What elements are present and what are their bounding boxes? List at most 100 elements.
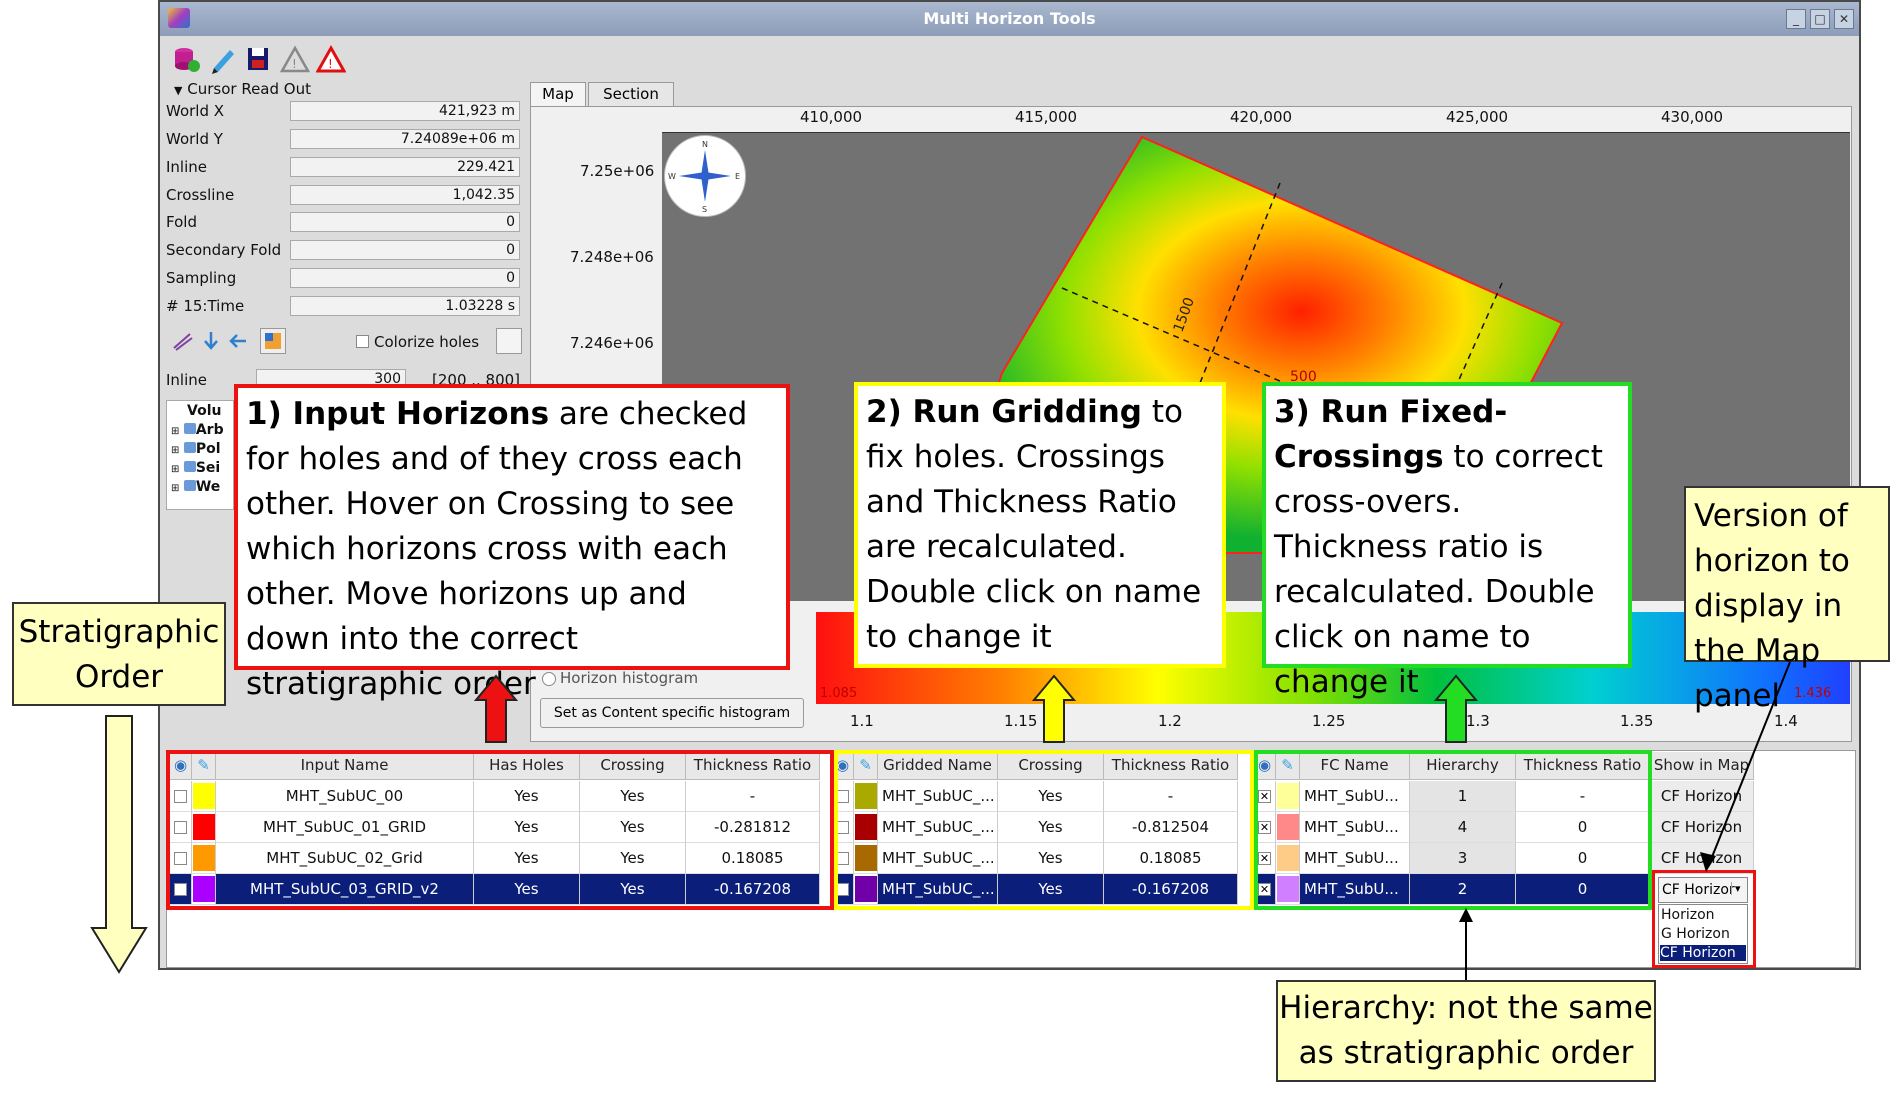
eye-header[interactable]: ◉	[170, 752, 192, 780]
fc-name-cell[interactable]: MHT_SubU...	[1300, 781, 1410, 812]
color-swatch[interactable]	[193, 876, 215, 902]
input-name-cell[interactable]: MHT_SubUC_00	[216, 781, 474, 812]
visibility-checkbox[interactable]	[174, 883, 187, 896]
cursor-readout-header[interactable]: ▼ Cursor Read Out	[174, 80, 311, 98]
hierarchy-cell[interactable]: 2	[1410, 874, 1516, 905]
hierarchy-header[interactable]: Hierarchy	[1410, 752, 1516, 780]
readout-label: World Y	[166, 130, 223, 148]
readout-label: Crossline	[166, 186, 235, 204]
input-name-cell[interactable]: MHT_SubUC_03_GRID_v2	[216, 874, 474, 905]
fc-name-header[interactable]: FC Name	[1300, 752, 1410, 780]
crossing-header[interactable]: Crossing	[998, 752, 1104, 780]
warning-red-icon[interactable]: !	[315, 44, 347, 74]
thickness-ratio-header[interactable]: Thickness Ratio	[1516, 752, 1650, 780]
crossing-cell[interactable]: Yes	[580, 874, 686, 905]
save-icon[interactable]	[244, 44, 274, 74]
visibility-checkbox[interactable]	[174, 821, 187, 834]
color-swatch[interactable]	[855, 876, 877, 902]
show-in-map-header[interactable]: Show in Map	[1650, 752, 1754, 780]
color-swatch[interactable]	[855, 783, 877, 809]
grid-fill-icon[interactable]	[260, 328, 286, 354]
thickness-ratio-header[interactable]: Thickness Ratio	[686, 752, 820, 780]
input-name-cell[interactable]: MHT_SubUC_01_GRID	[216, 812, 474, 843]
gridded-name-cell[interactable]: MHT_SubUC_...	[878, 874, 998, 905]
gridded-name-cell[interactable]: MHT_SubUC_...	[878, 812, 998, 843]
color-swatch[interactable]	[1277, 845, 1299, 871]
color-swatch[interactable]	[193, 783, 215, 809]
arrow-down-icon[interactable]	[200, 330, 222, 352]
visibility-checkbox[interactable]: ✕	[1258, 790, 1271, 803]
draw-line-icon[interactable]	[172, 330, 194, 352]
tree-item-label: We	[195, 479, 221, 495]
crossing-cell[interactable]: Yes	[580, 812, 686, 843]
color-swatch[interactable]	[855, 845, 877, 871]
tree-item[interactable]: ⊞ We	[171, 479, 220, 495]
visibility-checkbox[interactable]: ✕	[1258, 821, 1271, 834]
visibility-checkbox[interactable]	[174, 852, 187, 865]
color-swatch[interactable]	[1277, 814, 1299, 840]
dropdown-option-selected[interactable]: CF Horizon	[1660, 945, 1746, 961]
warning-gray-icon[interactable]: !	[279, 44, 311, 74]
tree-item-label: Pol	[195, 441, 221, 457]
show-in-map-cell[interactable]: CF Horizon	[1650, 812, 1754, 843]
crossing-cell[interactable]: Yes	[580, 843, 686, 874]
database-icon[interactable]	[172, 44, 202, 74]
tab-section[interactable]: Section	[588, 82, 674, 106]
tree-item[interactable]: ⊞ Sei	[171, 460, 220, 476]
input-name-header[interactable]: Input Name	[216, 752, 474, 780]
tab-map[interactable]: Map	[530, 82, 586, 106]
thickness-ratio-cell: -	[1104, 781, 1238, 812]
gridded-name-header[interactable]: Gridded Name	[878, 752, 998, 780]
show-in-map-combobox[interactable]: CF Horizor ▾	[1658, 877, 1748, 903]
tree-item[interactable]: ⊞ Pol	[171, 441, 221, 457]
color-header[interactable]: ✎	[192, 752, 216, 780]
crossing-cell[interactable]: Yes	[998, 812, 1104, 843]
color-swatch[interactable]	[1277, 783, 1299, 809]
crossing-header[interactable]: Crossing	[580, 752, 686, 780]
hierarchy-cell[interactable]: 3	[1410, 843, 1516, 874]
visibility-checkbox[interactable]: ✕	[1258, 852, 1271, 865]
thickness-ratio-header[interactable]: Thickness Ratio	[1104, 752, 1238, 780]
gridded-name-cell[interactable]: MHT_SubUC_...	[878, 781, 998, 812]
close-button[interactable]: ✕	[1834, 9, 1854, 29]
crossing-cell[interactable]: Yes	[580, 781, 686, 812]
visibility-checkbox[interactable]: ✕	[1258, 883, 1271, 896]
input-name-cell[interactable]: MHT_SubUC_02_Grid	[216, 843, 474, 874]
eye-header[interactable]: ◉	[1254, 752, 1276, 780]
visibility-checkbox[interactable]	[174, 790, 187, 803]
hierarchy-pointer-head	[1459, 908, 1473, 922]
chevron-down-icon: ▾	[1731, 882, 1741, 895]
crossing-cell[interactable]: Yes	[998, 874, 1104, 905]
histogram-radio[interactable]	[542, 672, 556, 686]
hierarchy-cell[interactable]: 1	[1410, 781, 1516, 812]
svg-text:!: !	[292, 57, 297, 71]
tree-item[interactable]: ⊞ Arb	[171, 422, 224, 438]
gridded-name-cell[interactable]: MHT_SubUC_...	[878, 843, 998, 874]
dropdown-option[interactable]: Horizon	[1661, 907, 1715, 923]
crossing-cell[interactable]: Yes	[998, 843, 1104, 874]
maximize-button[interactable]: □	[1810, 9, 1830, 29]
minimize-button[interactable]: _	[1786, 9, 1806, 29]
color-swatch[interactable]	[193, 814, 215, 840]
readout-label: World X	[166, 102, 225, 120]
color-swatch[interactable]	[193, 845, 215, 871]
fc-name-cell[interactable]: MHT_SubU...	[1300, 843, 1410, 874]
row-color-cell	[1276, 874, 1300, 905]
dropdown-option[interactable]: G Horizon	[1661, 926, 1730, 942]
fc-name-cell[interactable]: MHT_SubU...	[1300, 874, 1410, 905]
arrow-left-icon[interactable]	[228, 330, 250, 352]
hierarchy-cell[interactable]: 4	[1410, 812, 1516, 843]
crossing-cell[interactable]: Yes	[998, 781, 1104, 812]
pencil-icon[interactable]	[208, 44, 238, 74]
colorize-holes-checkbox[interactable]	[356, 335, 369, 348]
color-header[interactable]: ✎	[1276, 752, 1300, 780]
hole-color-button[interactable]	[496, 328, 522, 354]
color-swatch[interactable]	[1277, 876, 1299, 902]
tree-item[interactable]: Volu	[187, 403, 222, 419]
color-header[interactable]: ✎	[854, 752, 878, 780]
fc-name-cell[interactable]: MHT_SubU...	[1300, 812, 1410, 843]
has-holes-header[interactable]: Has Holes	[474, 752, 580, 780]
content-histogram-button[interactable]: Set as Content specific histogram	[540, 698, 804, 728]
color-swatch[interactable]	[855, 814, 877, 840]
